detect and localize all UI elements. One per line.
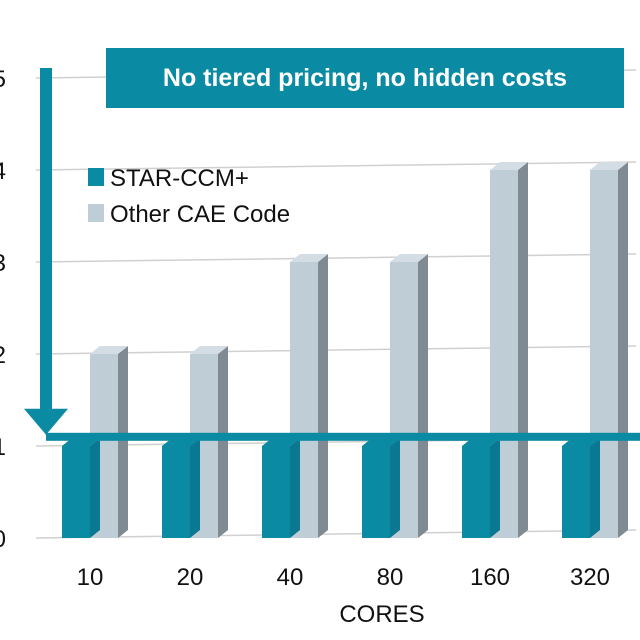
bar-top [90,346,128,354]
y-tick-label: 3 [0,250,6,277]
reference-line [46,432,640,441]
x-tick-labels: 10 20 40 80 160 320 [77,564,610,591]
bar-star-ccm [162,438,200,538]
x-tick-label: 80 [377,564,404,591]
bar-top [290,254,328,262]
bar-side [518,162,528,538]
bar-side [190,438,200,538]
bar-side [590,438,600,538]
x-tick-label: 320 [570,564,610,591]
y-tick-label: 5 [0,66,6,93]
legend-swatch-other-cae [88,204,104,222]
bar-side [290,438,300,538]
callout-text: No tiered pricing, no hidden costs [163,64,567,92]
reference-line-group [46,432,640,441]
x-axis-title: CORES [339,601,424,628]
gridline [35,345,637,355]
bar-side [418,254,428,538]
bar-top [590,162,628,170]
bar-star-ccm [562,438,600,538]
y-tick-label: 2 [0,342,6,369]
down-arrow-group [24,68,68,435]
y-tick-labels: 0 1 2 3 4 5 [0,66,6,553]
legend-label-star-ccm: STAR-CCM+ [110,165,249,192]
legend-swatch-star-ccm [88,168,104,186]
bar-front [262,446,290,538]
bar-front [62,446,90,538]
arrow-head [24,408,68,435]
bar-front [362,446,390,538]
bar-star-ccm [62,438,100,538]
arrow-shaft [40,68,52,411]
x-tick-label: 20 [177,564,204,591]
y-tick-label: 0 [0,526,6,553]
bar-front [562,446,590,538]
bar-other-cae [590,162,628,538]
bar-star-ccm [362,438,400,538]
legend: STAR-CCM+ Other CAE Code [88,165,290,228]
bar-top [190,346,228,354]
bar-side [318,254,328,538]
gridline [35,161,637,171]
x-tick-label: 160 [470,564,510,591]
bar-side [618,162,628,538]
bar-front [162,446,190,538]
bar-side [390,438,400,538]
bars [62,162,628,538]
y-tick-label: 1 [0,434,6,461]
bar-front [462,446,490,538]
bar-side [90,438,100,538]
x-tick-label: 40 [277,564,304,591]
legend-label-other-cae: Other CAE Code [110,201,290,228]
gridline [35,253,637,263]
bar-star-ccm [262,438,300,538]
gridline [35,529,637,539]
bar-side [218,346,228,538]
callout: No tiered pricing, no hidden costs [106,48,624,108]
bar-top [390,254,428,262]
bar-side [490,438,500,538]
bar-top [490,162,528,170]
bar-star-ccm [462,438,500,538]
callout-box [106,48,624,108]
y-tick-label: 4 [0,158,6,185]
x-tick-label: 10 [77,564,104,591]
bar-side [118,346,128,538]
